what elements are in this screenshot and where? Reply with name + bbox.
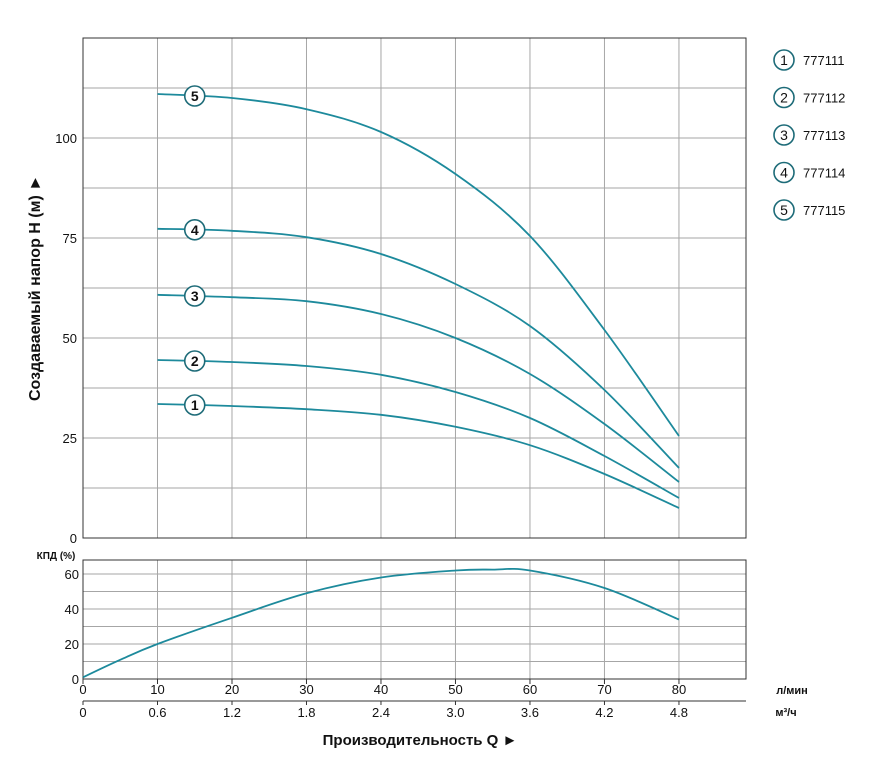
marker-circle <box>183 394 206 416</box>
legend-marker-number: 1 <box>780 52 788 68</box>
legend-item-777114: 4 777114 <box>773 161 845 184</box>
curve-777112 <box>157 359 680 499</box>
lpm-tick-label: 60 <box>523 682 537 697</box>
marker-number: 1 <box>191 397 199 413</box>
legend-marker <box>773 124 795 146</box>
marker-number: 4 <box>191 222 199 238</box>
m3h-unit-label: м³/ч <box>775 707 796 719</box>
legend: 1 777111 2 777112 3 777113 4 777114 5 777115 <box>773 49 845 221</box>
y-tick-label: 40 <box>65 602 79 617</box>
y-tick-label: 50 <box>63 331 77 346</box>
legend-marker-number: 3 <box>780 127 788 143</box>
head-curves <box>157 93 680 509</box>
legend-item-777115: 5 777115 <box>773 199 845 221</box>
m3h-tick-label: 3.0 <box>446 705 464 720</box>
y-tick-label: 60 <box>65 567 79 582</box>
legend-marker <box>773 199 795 221</box>
marker-number: 3 <box>191 288 199 304</box>
marker-number: 5 <box>191 88 199 104</box>
efficiency-y-tick-labels: 0 20 40 60 <box>65 567 79 687</box>
lpm-unit-label: л/мин <box>776 685 808 697</box>
legend-item-777113: 3 777113 <box>773 124 845 146</box>
legend-label: 777112 <box>803 91 845 106</box>
y-tick-label: 25 <box>63 431 77 446</box>
legend-label: 777115 <box>803 203 845 218</box>
lpm-tick-label: 80 <box>672 682 686 697</box>
lpm-tick-label: 70 <box>597 682 611 697</box>
m3h-tick-label: 4.2 <box>595 705 613 720</box>
legend-label: 777114 <box>803 166 845 181</box>
y-tick-label: 20 <box>65 637 79 652</box>
lpm-tick-label: 20 <box>225 682 239 697</box>
efficiency-curve <box>82 567 680 679</box>
x-axis-label: Производительность Q ► <box>323 732 518 749</box>
marker-number: 2 <box>191 353 199 369</box>
curve-marker-4: 4 <box>183 219 206 241</box>
head-plot-grid <box>82 37 747 539</box>
legend-label: 777111 <box>803 53 844 68</box>
marker-circle <box>183 285 206 307</box>
m3h-tick-label: 1.8 <box>297 705 315 720</box>
m3h-tick-label: 0.6 <box>148 705 166 720</box>
head-plot-frame <box>82 37 747 539</box>
marker-circle <box>183 85 206 107</box>
efficiency-line <box>82 567 680 679</box>
lpm-tick-label: 0 <box>79 682 86 697</box>
lpm-tick-label: 50 <box>448 682 462 697</box>
efficiency-axis-label: КПД (%) <box>37 551 76 562</box>
x-axes: 0 10 20 30 40 50 60 70 80 0 0.6 1.2 1.8 2.4 3.0 3.6 4.2 4… <box>79 679 746 720</box>
curve-777111 <box>157 403 680 509</box>
curve-number-markers: 1 2 3 4 5 <box>183 85 206 416</box>
y-tick-label: 0 <box>72 672 79 687</box>
y-tick-label: 100 <box>55 131 77 146</box>
legend-marker-number: 5 <box>780 202 788 218</box>
legend-item-777112: 2 777112 <box>773 86 845 109</box>
m3h-tick-label: 0 <box>79 705 86 720</box>
lpm-tick-label: 30 <box>299 682 313 697</box>
legend-label: 777113 <box>803 128 845 143</box>
efficiency-plot-grid <box>82 559 747 680</box>
legend-marker-number: 2 <box>780 90 788 106</box>
m3h-tick-label: 4.8 <box>670 705 688 720</box>
head-y-tick-labels: 0 25 50 75 100 <box>55 131 77 546</box>
m3h-tick-label: 1.2 <box>223 705 241 720</box>
lpm-tick-label: 10 <box>150 682 164 697</box>
marker-circle <box>183 350 206 372</box>
efficiency-plot-frame <box>82 559 747 680</box>
m3h-tick-label: 2.4 <box>372 705 390 720</box>
legend-marker <box>773 86 795 109</box>
curve-777114 <box>157 227 680 469</box>
curve-marker-5: 5 <box>183 85 206 107</box>
curve-777115 <box>157 93 680 437</box>
m3h-tick-label: 3.6 <box>521 705 539 720</box>
y-axis-label: Создаваемый напор H (м) ► <box>27 175 44 401</box>
curve-marker-2: 2 <box>183 350 206 372</box>
marker-circle <box>183 219 206 241</box>
curve-777113 <box>157 293 680 483</box>
y-tick-label: 0 <box>70 531 77 546</box>
curve-marker-3: 3 <box>183 285 206 307</box>
legend-marker <box>773 49 795 71</box>
curve-marker-1: 1 <box>183 394 206 416</box>
legend-marker <box>773 161 795 184</box>
y-tick-label: 75 <box>63 231 77 246</box>
legend-item-777111: 1 777111 <box>773 49 844 71</box>
lpm-tick-label: 40 <box>374 682 388 697</box>
legend-marker-number: 4 <box>780 165 788 181</box>
